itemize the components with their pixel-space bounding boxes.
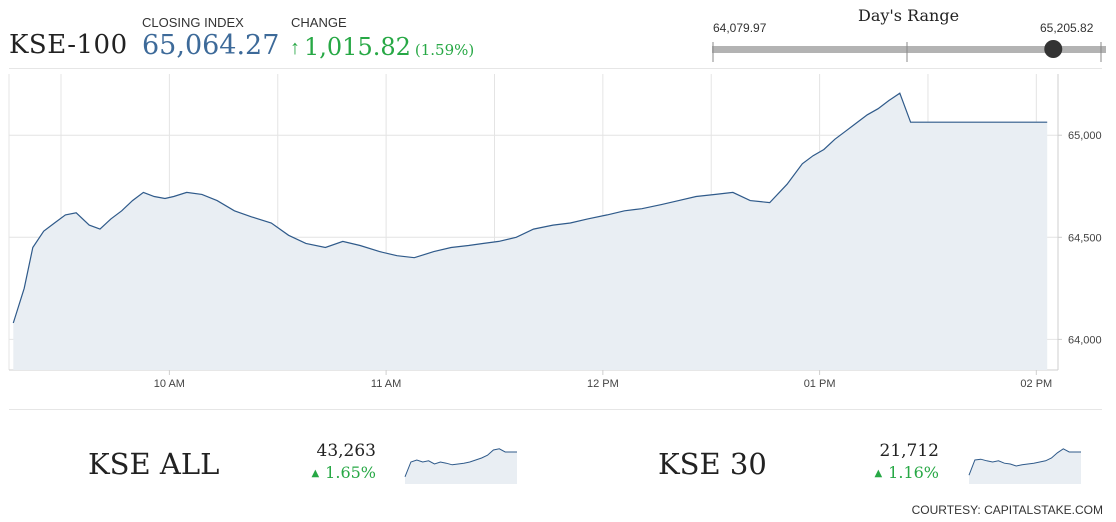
series-line bbox=[12, 92, 1048, 324]
x-tick-label: 02 PM bbox=[1020, 378, 1052, 390]
kse-all-name: KSE ALL bbox=[88, 447, 220, 481]
x-tick-label: 12 PM bbox=[587, 378, 619, 390]
up-triangle-icon: ▲ bbox=[311, 468, 320, 479]
x-tick-label: 01 PM bbox=[804, 378, 836, 390]
change-label: CHANGE bbox=[291, 15, 347, 30]
up-triangle-icon: ▲ bbox=[874, 468, 883, 479]
x-tick-label: 10 AM bbox=[154, 378, 185, 390]
sparkline-area bbox=[405, 448, 517, 484]
y-tick-label: 64,500 bbox=[1068, 232, 1102, 244]
header-divider bbox=[9, 68, 1102, 69]
closing-index-value: 65,064.27 bbox=[142, 30, 280, 61]
series-area bbox=[13, 93, 1048, 370]
sparkline-line bbox=[404, 448, 517, 477]
sparkline-area bbox=[969, 448, 1081, 484]
days-range-title: Day's Range bbox=[858, 6, 960, 25]
days-range-low: 64,079.97 bbox=[713, 21, 767, 35]
change-percent: (1.59%) bbox=[414, 41, 475, 59]
up-arrow-icon: ↑ bbox=[290, 37, 300, 59]
range-track bbox=[712, 46, 1106, 53]
intraday-chart: 64,000 64,500 65,000 10 AM 11 AM 12 PM 01 PM 02… bbox=[8, 74, 1102, 390]
footer-divider bbox=[9, 409, 1102, 410]
y-tick-label: 64,000 bbox=[1068, 334, 1102, 346]
range-current-marker bbox=[1044, 40, 1063, 58]
y-tick-label: 65,000 bbox=[1068, 130, 1102, 142]
kse-30-sparkline bbox=[968, 448, 1081, 484]
index-name: KSE-100 bbox=[9, 30, 128, 60]
change-value: 1,015.82 bbox=[304, 33, 411, 61]
kse-30-change: ▲ 1.16% bbox=[829, 463, 939, 482]
kse-all-value: 43,263 bbox=[316, 441, 376, 461]
change-group: ↑ 1,015.82 (1.59%) bbox=[290, 33, 474, 61]
kse-30-name: KSE 30 bbox=[658, 447, 767, 481]
courtesy-text: COURTESY: CAPITALSTAKE.COM bbox=[911, 503, 1103, 517]
sparkline-line bbox=[968, 448, 1081, 476]
kse-30-value: 21,712 bbox=[879, 441, 939, 461]
days-range-bar bbox=[712, 40, 1106, 62]
x-tick-label: 11 AM bbox=[371, 378, 401, 390]
kse-all-change: ▲ 1.65% bbox=[266, 463, 376, 482]
days-range-high: 65,205.82 bbox=[1040, 21, 1094, 35]
kse-all-change-pct: 1.65% bbox=[325, 463, 376, 482]
kse-30-change-pct: 1.16% bbox=[888, 463, 939, 482]
kse-all-sparkline bbox=[404, 448, 517, 484]
closing-index-label: CLOSING INDEX bbox=[142, 15, 244, 30]
